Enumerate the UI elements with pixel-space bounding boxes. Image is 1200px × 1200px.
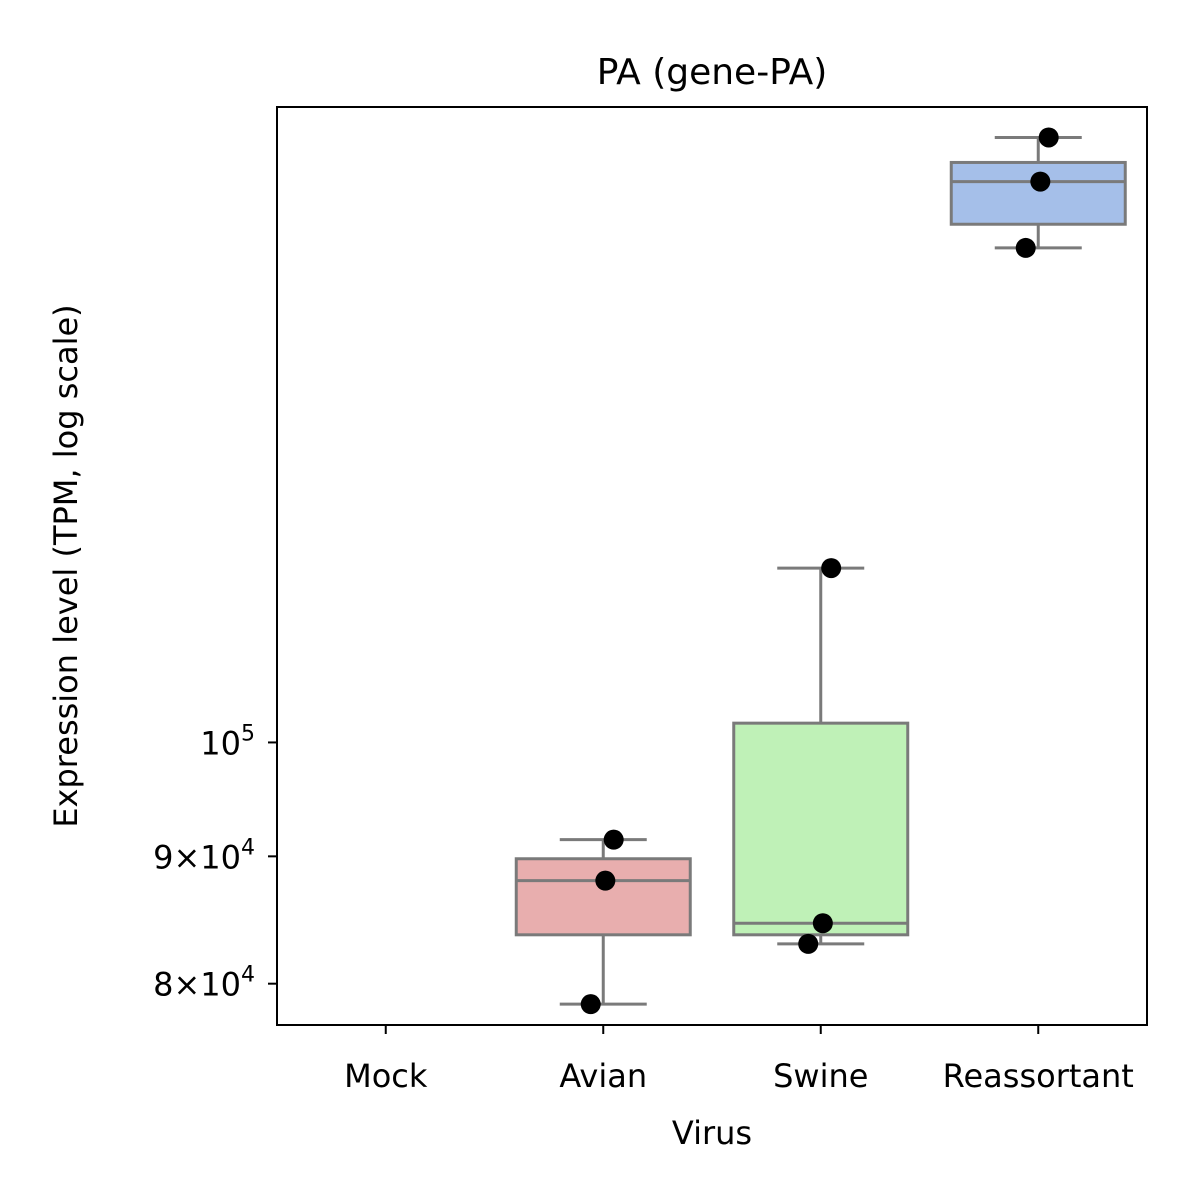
box-body (949, 160, 1127, 226)
plot-frame (276, 106, 1148, 1026)
box-avian (514, 838, 692, 1006)
y-axis: 8×104 9×104 105 (153, 721, 277, 1004)
y-tick-label: 9×104 (153, 835, 255, 876)
y-tick-label: 105 (200, 721, 255, 762)
x-tick-label: Swine (773, 1057, 868, 1095)
data-point (798, 933, 819, 954)
box-reassortant (949, 135, 1127, 250)
data-point (821, 558, 842, 579)
y-tick-label: 8×104 (153, 963, 255, 1004)
x-tick-label: Reassortant (943, 1057, 1134, 1095)
data-point (1015, 237, 1036, 258)
box-body (514, 857, 692, 937)
data-point (1038, 127, 1059, 148)
x-tick-label: Mock (344, 1057, 428, 1095)
data-point (1030, 171, 1051, 192)
data-point (603, 829, 624, 850)
y-axis-label: Expression level (TPM, log scale) (47, 304, 85, 827)
x-axis-label: Virus (672, 1114, 752, 1152)
box-swine (732, 566, 910, 946)
x-axis: Mock Avian Swine Reassortant (344, 1025, 1134, 1095)
box-body (732, 721, 910, 937)
x-tick-label: Avian (559, 1057, 647, 1095)
data-point (580, 994, 601, 1015)
chart-title: PA (gene-PA) (597, 52, 828, 93)
data-point (812, 913, 833, 934)
data-point (595, 870, 616, 891)
plot-area (514, 127, 1127, 1015)
